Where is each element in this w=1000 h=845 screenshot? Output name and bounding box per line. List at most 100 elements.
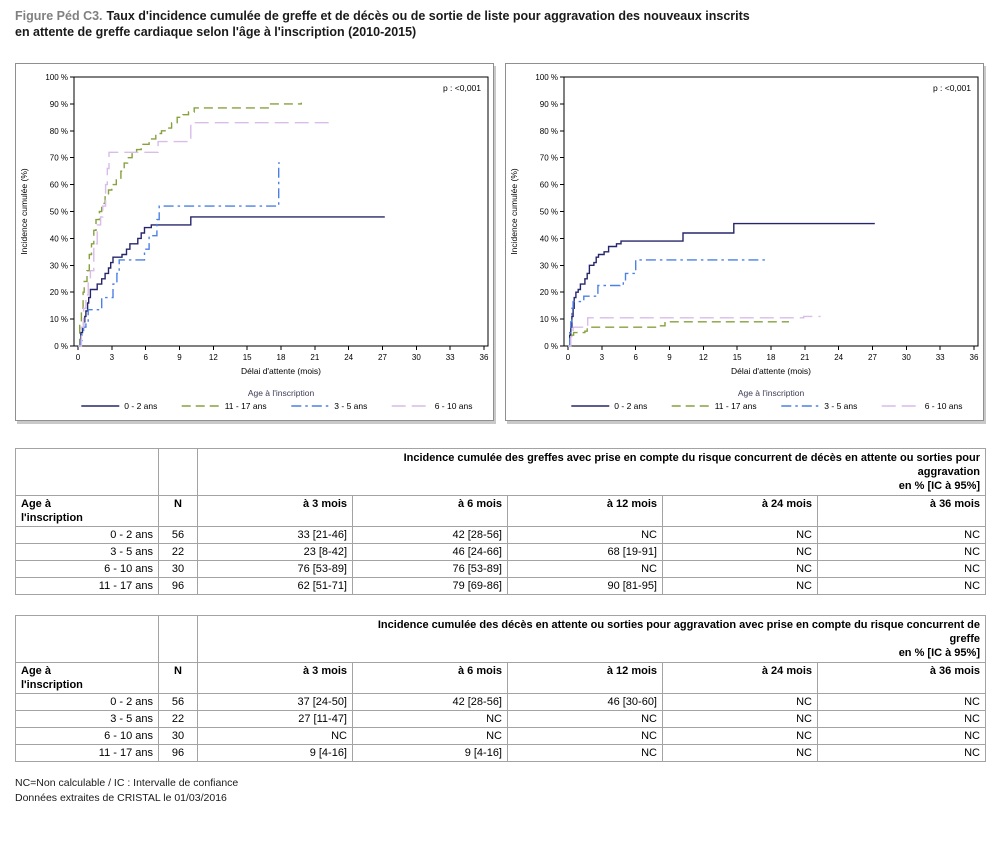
table-cell: 0 - 2 ans (15, 526, 159, 544)
y-tick-label: 80 % (540, 127, 558, 136)
y-tick-label: 50 % (50, 208, 68, 217)
legend-label: 6 - 10 ans (435, 401, 473, 411)
table-cell: NC (507, 744, 663, 762)
series-6-10-ans (78, 122, 332, 347)
y-axis-title: Incidence cumulée (%) (19, 168, 29, 255)
plot-frame (563, 76, 979, 347)
table-cell: NC (662, 693, 818, 711)
column-header: à 36 mois (816, 495, 987, 527)
table-cell: 9 [4-16] (352, 744, 508, 762)
legend-label: 0 - 2 ans (614, 401, 647, 411)
y-tick-label: 70 % (540, 154, 558, 163)
table-row: 6 - 10 ans 30 NC NC NC NC NC (15, 727, 986, 745)
table-cell: 6 - 10 ans (15, 727, 159, 745)
x-tick-label: 15 (243, 353, 252, 362)
x-tick-label: 27 (378, 353, 387, 362)
x-tick-label: 33 (936, 353, 945, 362)
y-tick-label: 0 % (544, 342, 558, 351)
report-page: Figure Péd C3. Taux d'incidence cumulée d… (0, 8, 1000, 806)
series-6-10-ans (568, 315, 821, 347)
table-cell: 42 [28-56] (352, 693, 508, 711)
x-axis-title: Délai d'attente (mois) (731, 366, 811, 376)
table-deces-wrap: Incidence cumulée des décès en attente o… (15, 615, 1000, 762)
x-tick-label: 9 (667, 353, 672, 362)
x-tick-label: 36 (480, 353, 489, 362)
table-cell: 30 (158, 727, 198, 745)
table-cell: 56 (158, 526, 198, 544)
table-cell: 96 (158, 744, 198, 762)
table-cell: 27 [11-47] (197, 710, 353, 728)
empty-header-cell (158, 615, 198, 663)
table-cell: 9 [4-16] (197, 744, 353, 762)
column-header: à 6 mois (352, 662, 508, 694)
x-tick-label: 6 (633, 353, 638, 362)
table-cell: 76 [53-89] (352, 560, 508, 578)
y-tick-label: 10 % (540, 315, 558, 324)
table-cell: NC (197, 727, 353, 745)
x-tick-label: 3 (110, 353, 115, 362)
column-header: à 36 mois (817, 662, 986, 694)
y-tick-label: 30 % (540, 261, 558, 270)
y-tick-label: 100 % (535, 73, 558, 82)
table-cell: NC (662, 710, 818, 728)
table-cell: 90 [81-95] (507, 577, 663, 595)
x-tick-label: 18 (767, 353, 776, 362)
legend-item-3-5-ans: 3 - 5 ans (781, 401, 857, 411)
table-cell: NC (817, 744, 986, 762)
column-header: à 24 mois (662, 495, 818, 527)
legend-label: 3 - 5 ans (824, 401, 857, 411)
figure-label: Figure Péd C3. (15, 9, 103, 23)
x-tick-label: 27 (868, 353, 877, 362)
table-cell: NC (662, 577, 818, 595)
column-header: à 6 mois (352, 495, 508, 527)
p-value-label: p : <0,001 (933, 83, 971, 93)
table-cell: NC (817, 727, 986, 745)
series-11-17-ans (568, 321, 789, 347)
footnote-source: Données extraites de CRISTAL le 01/03/20… (15, 792, 227, 804)
table-span-header-row: Incidence cumulée des greffes avec prise… (15, 448, 987, 496)
table-cell: NC (816, 577, 987, 595)
legend-item-6-10-ans: 6 - 10 ans (391, 401, 473, 411)
x-tick-label: 0 (76, 353, 81, 362)
y-tick-label: 90 % (540, 100, 558, 109)
table-cell: 30 (158, 560, 198, 578)
table-cell: 96 (158, 577, 198, 595)
y-tick-label: 10 % (50, 315, 68, 324)
x-tick-label: 3 (600, 353, 605, 362)
x-tick-label: 30 (412, 353, 421, 362)
table-cell: NC (816, 560, 987, 578)
legend-label: 0 - 2 ans (124, 401, 157, 411)
chart-panel-deces: 0 % 10 % 20 % 30 % 40 % 50 % 60 % 70 % 80 % 90 % 1… (505, 63, 984, 421)
table-row: 6 - 10 ans 30 76 [53-89] 76 [53-89] NC NC NC (15, 560, 987, 578)
plot-frame (73, 76, 489, 347)
table-incidence-greffes: Incidence cumulée des greffes avec prise… (15, 448, 987, 595)
series-0-2-ans (568, 222, 875, 347)
table-cell: 46 [30-60] (507, 693, 663, 711)
x-tick-label: 6 (143, 353, 148, 362)
x-tick-label: 36 (970, 353, 979, 362)
table-row: 0 - 2 ans 56 37 [24-50] 42 [28-56] 46 [30-60… (15, 693, 986, 711)
table-incidence-deces: Incidence cumulée des décès en attente o… (15, 615, 986, 762)
table-cell: 3 - 5 ans (15, 543, 159, 561)
table-cell: NC (662, 560, 818, 578)
legend-item-0-2-ans: 0 - 2 ans (81, 401, 157, 411)
table-cell: 3 - 5 ans (15, 710, 159, 728)
legend-item-0-2-ans: 0 - 2 ans (571, 401, 647, 411)
legend-title: Age à l'inscription (738, 388, 805, 398)
series-11-17-ans (78, 102, 302, 347)
y-tick-label: 70 % (50, 154, 68, 163)
column-header: à 12 mois (507, 662, 663, 694)
y-tick-label: 80 % (50, 127, 68, 136)
table-cell: 76 [53-89] (197, 560, 353, 578)
footnote-abbreviations: NC=Non calculable / IC : Intervalle de c… (15, 777, 239, 789)
x-tick-label: 30 (902, 353, 911, 362)
column-header: Age à l'inscription (15, 662, 159, 694)
x-tick-label: 21 (800, 353, 809, 362)
legend-item-11-17-ans: 11 - 17 ans (181, 401, 267, 411)
legend-item-11-17-ans: 11 - 17 ans (671, 401, 757, 411)
x-tick-label: 12 (699, 353, 708, 362)
series-3-5-ans (78, 162, 280, 347)
legend-item-6-10-ans: 6 - 10 ans (881, 401, 963, 411)
table-cell: 37 [24-50] (197, 693, 353, 711)
